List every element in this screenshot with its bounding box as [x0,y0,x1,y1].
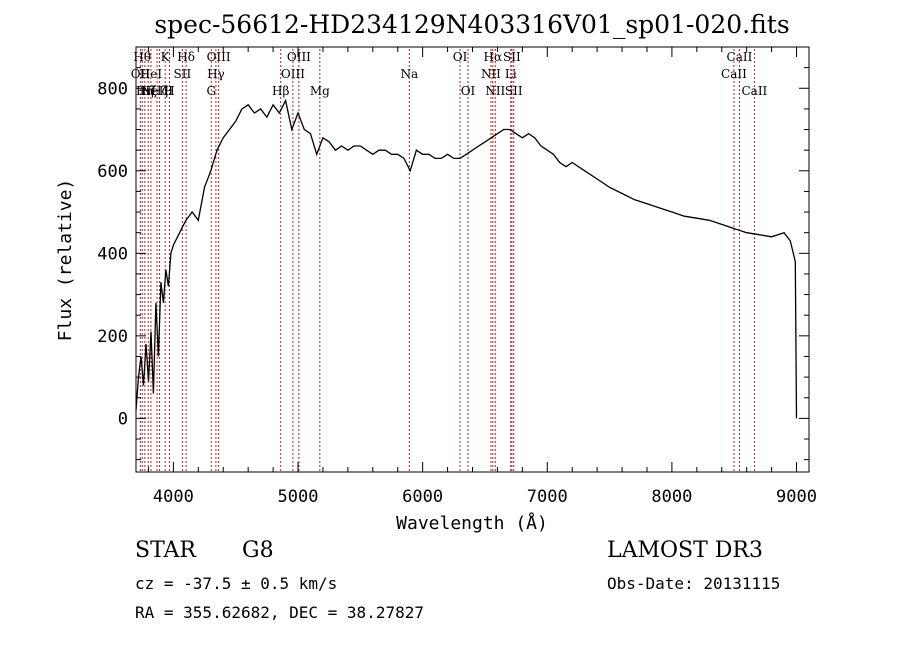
survey-name: LAMOST DR3 [607,538,763,563]
sky-coordinates: RA = 355.62682, DEC = 38.27827 [135,603,424,622]
y-tick-label: 400 [97,244,128,264]
x-tick-label: 7000 [527,487,568,507]
spectral-line-label: CaII [727,50,753,64]
spectral-line-label: Li [505,67,517,81]
spectral-line-label: K [161,50,171,64]
x-tick-label: 4000 [153,487,194,507]
spectral-line-label: SII [174,67,192,81]
spectral-line-label: OIII [207,50,231,64]
x-tick-label: 6000 [402,487,443,507]
spectral-line-label: Hη [136,84,154,98]
spectral-line-label: NII [485,84,505,98]
spectral-line-labels: OIIHθHηHζHeINeIIIHζKHSIIHδGHγOIIIHβOIIIO… [131,50,768,98]
spectral-line-label: OIII [287,50,311,64]
spectral-line-label: CaII [721,67,747,81]
x-tick-label: 5000 [278,487,319,507]
spectral-line-label: Mg [310,84,330,98]
spectral-line-label: H [164,84,174,98]
y-axis-label: Flux (relative) [55,179,76,342]
spectral-line-label: OI [453,50,468,64]
spectral-line-label: Hζ [140,84,157,98]
spectral-line-label: Hα [484,50,503,64]
spectral-line-label: SII [503,50,521,64]
chart-title: spec-56612-HD234129N403316V01_sp01-020.f… [154,10,789,39]
spectral-line-label: Hζ [151,84,168,98]
y-tick-label: 0 [118,409,128,429]
object-subclass: G8 [242,538,274,563]
spectral-line-label: HeI [140,67,163,81]
spectral-line-label: SII [505,84,523,98]
spectral-line-label: CaII [741,84,767,98]
observation-date: Obs-Date: 20131115 [607,574,781,593]
x-tick-label: 9000 [776,487,817,507]
y-tick-label: 200 [97,327,128,347]
x-axis-label: Wavelength (Å) [396,512,548,534]
spectral-line-label: Na [400,67,418,81]
redshift-velocity: cz = -37.5 ± 0.5 km/s [135,574,338,593]
spectral-line-label: NII [481,67,501,81]
spectrum-series-line [135,98,798,419]
y-tick-label: 800 [97,79,128,99]
x-axis: 4000 5000 6000 7000 8000 9000 [147,47,817,507]
object-class: STAR [135,538,196,563]
spectral-line-markers [139,49,755,472]
spectral-line-label: G [206,84,216,98]
spectral-line-label: Hδ [177,50,195,64]
y-tick-label: 600 [97,162,128,182]
spectral-line-label: Hγ [207,67,225,81]
y-axis: 0 200 400 600 800 [97,46,809,461]
spectral-line-label: Hβ [272,84,289,98]
spectral-line-label: Hθ [133,50,151,64]
spectral-line-label: OI [461,84,476,98]
x-tick-label: 8000 [651,487,692,507]
spectral-line-label: NeIII [141,84,173,98]
spectral-line-label: OIII [281,67,305,81]
plot-frame [135,46,810,473]
